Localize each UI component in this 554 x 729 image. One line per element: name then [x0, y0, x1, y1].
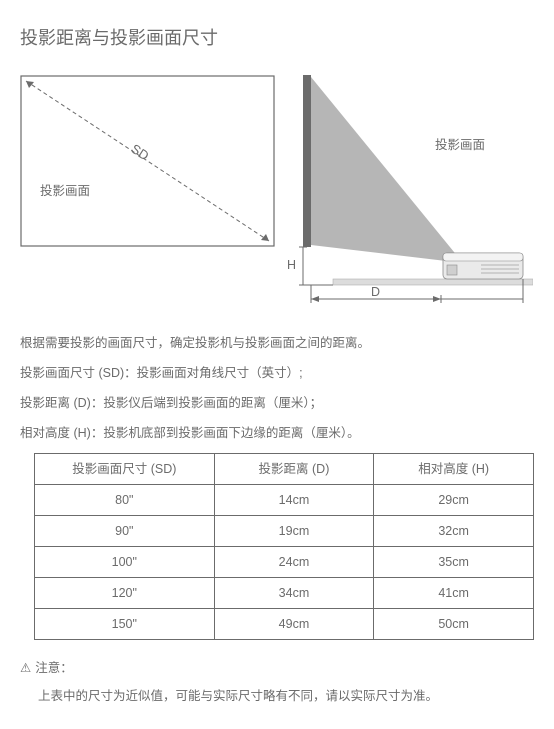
diagram-right: 投影画面 H D: [285, 75, 534, 309]
cell: 14cm: [214, 484, 374, 515]
desc-line-1: 根据需要投影的画面尺寸，确定投影机与投影画面之间的距离。: [20, 333, 534, 353]
cell: 24cm: [214, 546, 374, 577]
cell: 50cm: [374, 608, 534, 639]
table-row: 90" 19cm 32cm: [35, 515, 534, 546]
cell: 32cm: [374, 515, 534, 546]
table-row: 80" 14cm 29cm: [35, 484, 534, 515]
cell: 49cm: [214, 608, 374, 639]
cell: 29cm: [374, 484, 534, 515]
col-h: 相对高度 (H): [374, 453, 534, 484]
table-header-row: 投影画面尺寸 (SD) 投影距离 (D) 相对高度 (H): [35, 453, 534, 484]
description-block: 根据需要投影的画面尺寸，确定投影机与投影画面之间的距离。 投影画面尺寸 (SD)…: [20, 333, 534, 443]
col-sd: 投影画面尺寸 (SD): [35, 453, 215, 484]
cell: 90": [35, 515, 215, 546]
cell: 100": [35, 546, 215, 577]
cell: 35cm: [374, 546, 534, 577]
sd-label: SD: [128, 141, 151, 163]
screen-label-right: 投影画面: [435, 137, 485, 152]
cell: 150": [35, 608, 215, 639]
cell: 19cm: [214, 515, 374, 546]
page-title: 投影距离与投影画面尺寸: [20, 24, 534, 53]
screen-label-left: 投影画面: [40, 183, 90, 198]
projection-table: 投影画面尺寸 (SD) 投影距离 (D) 相对高度 (H) 80" 14cm 2…: [34, 453, 534, 640]
desc-line-4: 相对高度 (H)：投影机底部到投影画面下边缘的距离（厘米）。: [20, 423, 534, 443]
diagram-row: SD 投影画面 投影画面 H: [20, 75, 534, 309]
col-d: 投影距离 (D): [214, 453, 374, 484]
cell: 34cm: [214, 577, 374, 608]
cell: 80": [35, 484, 215, 515]
table-row: 120" 34cm 41cm: [35, 577, 534, 608]
table-row: 100" 24cm 35cm: [35, 546, 534, 577]
h-label: H: [287, 258, 296, 272]
desc-line-3: 投影距离 (D)：投影仪后端到投影画面的距离（厘米）；: [20, 393, 534, 413]
d-label: D: [371, 285, 380, 299]
table-row: 150" 49cm 50cm: [35, 608, 534, 639]
notice-body: 上表中的尺寸为近似值，可能与实际尺寸略有不同，请以实际尺寸为准。: [38, 686, 534, 706]
notice-heading: ⚠ 注意：: [20, 658, 534, 678]
notice-head-text: 注意：: [35, 661, 73, 675]
desc-line-2: 投影画面尺寸 (SD)：投影画面对角线尺寸（英寸）;: [20, 363, 534, 383]
cell: 120": [35, 577, 215, 608]
warning-icon: ⚠: [20, 661, 31, 675]
diagram-left: SD 投影画面: [20, 75, 275, 309]
cell: 41cm: [374, 577, 534, 608]
